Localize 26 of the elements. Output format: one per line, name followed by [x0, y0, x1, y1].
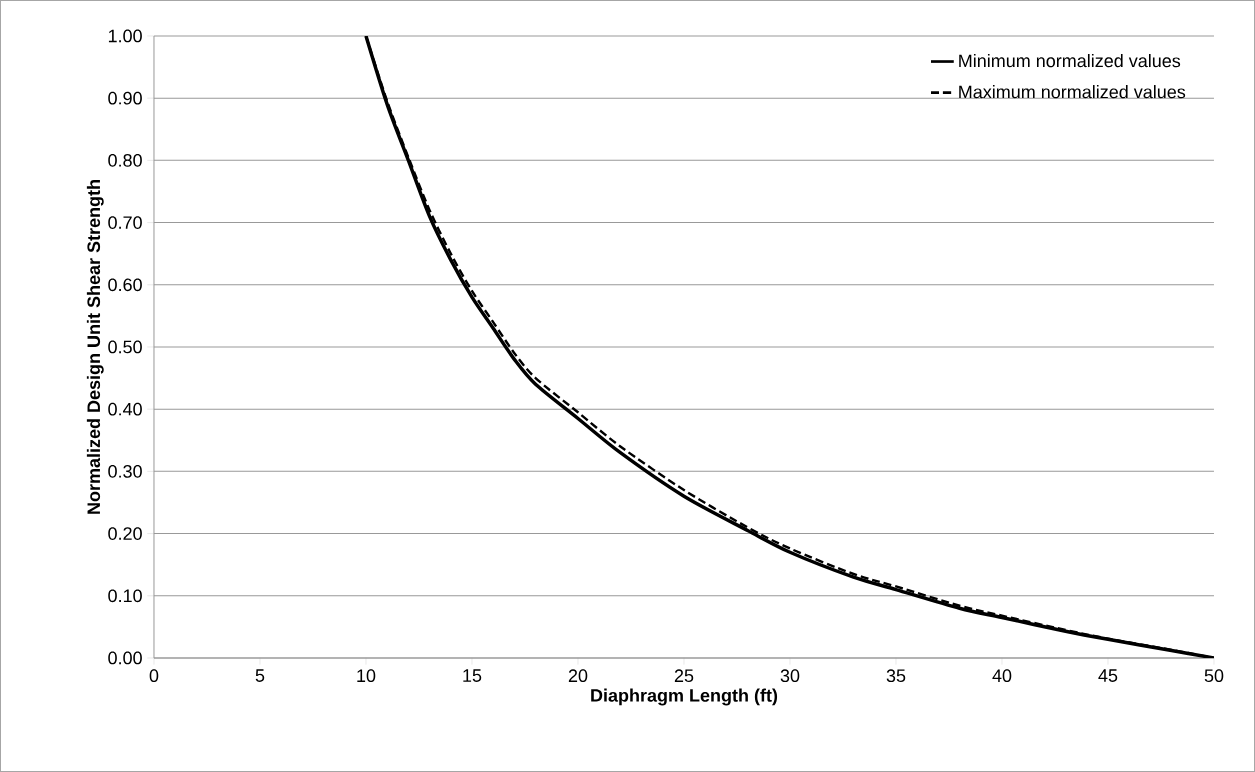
x-tick-label: 5 — [255, 669, 265, 682]
x-tick-label: 20 — [568, 669, 588, 683]
x-tick-label: 0 — [149, 669, 159, 683]
legend-label: Minimum normalized values — [959, 54, 1181, 68]
y-axis-title: Normalized Design Unit Shear Strength — [86, 180, 104, 514]
y-tick-label: 0.60 — [108, 278, 142, 292]
y-tick-label: 0.30 — [108, 465, 142, 478]
y-tick-label: 0.40 — [108, 402, 142, 416]
x-tick-label: 30 — [780, 669, 800, 683]
x-tick-label: 10 — [357, 669, 376, 683]
x-tick-label: 40 — [992, 669, 1012, 683]
y-tick-label: 0.90 — [108, 91, 142, 105]
x-tick-label: 50 — [1204, 669, 1224, 683]
x-axis-title: Diaphragm Length (ft) — [591, 688, 778, 706]
y-tick-label: 0.70 — [108, 216, 142, 229]
y-tick-label: 0.10 — [108, 589, 142, 603]
y-tick-label: 0.80 — [108, 154, 142, 167]
x-tick-label: 15 — [463, 669, 482, 682]
y-tick-label: 1.00 — [108, 29, 142, 43]
y-tick-label: 0.00 — [108, 651, 142, 665]
x-tick-label: 45 — [1098, 669, 1118, 682]
x-tick-label: 35 — [886, 669, 906, 683]
x-tick-label: 25 — [674, 669, 694, 683]
y-tick-label: 0.50 — [108, 340, 142, 354]
legend-label: Maximum normalized values — [959, 85, 1186, 99]
y-tick-label: 0.20 — [108, 527, 142, 540]
